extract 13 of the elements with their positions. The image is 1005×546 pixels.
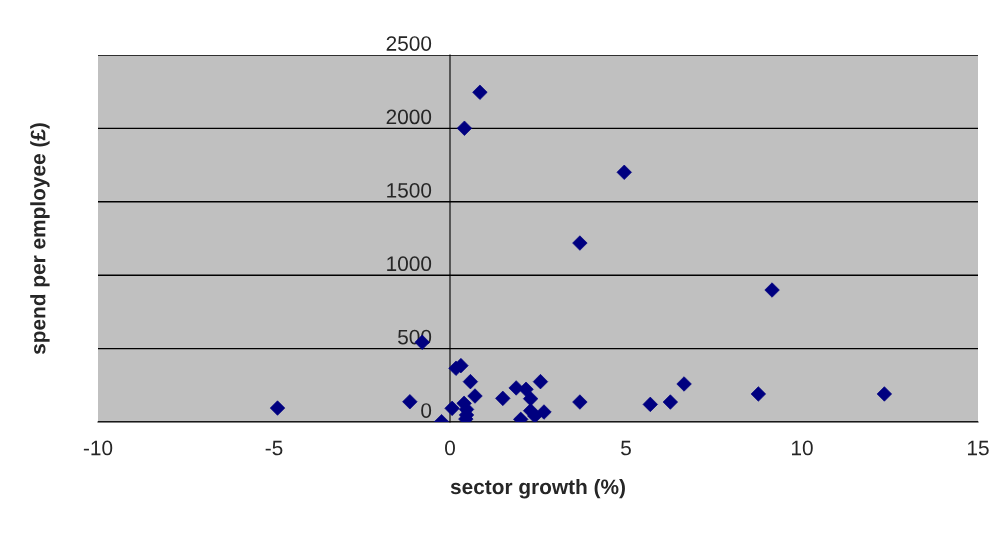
- x-tick-label: 5: [621, 440, 631, 456]
- x-tick-label: 10: [792, 440, 813, 456]
- y-tick-label: 2500: [386, 36, 432, 51]
- y-tick-label: 1500: [387, 182, 432, 198]
- x-tick-label: 15: [968, 440, 989, 456]
- y-tick-label: 1000: [387, 256, 432, 272]
- x-axis-title: sector growth (%): [450, 478, 625, 499]
- x-tick-label: -5: [265, 440, 283, 456]
- y-tick-label: 0: [421, 403, 432, 418]
- y-tick-label: 2000: [386, 109, 432, 125]
- x-tick-label: 0: [445, 440, 455, 456]
- y-axis-title: spend per employee (£): [30, 123, 50, 355]
- x-tick-label: -10: [83, 440, 113, 456]
